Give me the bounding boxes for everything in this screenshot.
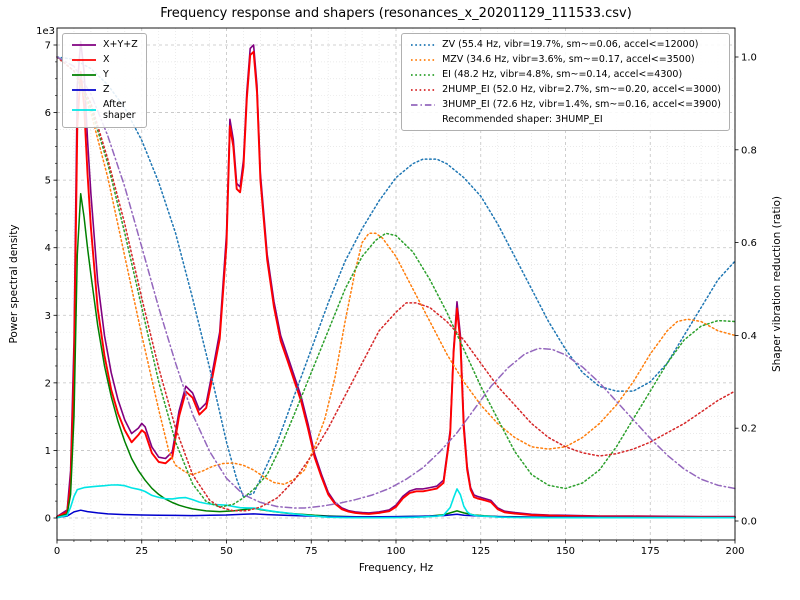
- y-left-tick-label: 2: [45, 378, 51, 389]
- legend-item: ZV (55.4 Hz, vibr=19.7%, sm~=0.06, accel…: [410, 39, 721, 51]
- y-left-tick-label: 4: [45, 243, 51, 254]
- chart-title: Frequency response and shapers (resonanc…: [160, 6, 632, 21]
- y-axis-right-label: Shaper vibration reduction (ratio): [771, 195, 783, 373]
- tick-labels: 0 25 50 75 100 125 150 175 200 0 1 2 3 4 5 6 7 0.0 0.2 0.4 0…: [36, 26, 757, 557]
- x-tick-label: 175: [641, 546, 660, 557]
- legend-line-sample: [72, 44, 96, 46]
- legend-item-label: After shaper: [103, 99, 136, 122]
- y-axis-left-label: Power spectral density: [8, 224, 20, 344]
- x-tick-label: 75: [305, 546, 318, 557]
- legend-item-label: 3HUMP_EI (72.6 Hz, vibr=1.4%, sm~=0.16, …: [442, 99, 721, 111]
- legend-item-label: Y: [103, 69, 109, 81]
- legend-line-sample: [411, 44, 436, 46]
- legend-line-sample: [72, 59, 96, 61]
- x-tick-label: 0: [54, 546, 60, 557]
- legend-line-sample: [72, 89, 96, 91]
- x-tick-label: 25: [135, 546, 148, 557]
- recommended-shaper-note: Recommended shaper: 3HUMP_EI: [410, 114, 721, 125]
- legend-item-label: X: [103, 54, 110, 66]
- legend-line-sample: [72, 74, 96, 76]
- legend-item-label: Z: [103, 84, 110, 96]
- series-ei: [56, 56, 736, 508]
- legend-item: MZV (34.6 Hz, vibr=3.6%, sm~=0.17, accel…: [410, 54, 721, 66]
- x-tick-label: 125: [471, 546, 490, 557]
- legend-item: EI (48.2 Hz, vibr=4.8%, sm~=0.14, accel<…: [410, 69, 721, 81]
- legend-line-sample: [72, 109, 96, 112]
- psd-legend: X+Y+Z X Y Z After shaper: [62, 33, 147, 128]
- legend-note-label: Recommended shaper: 3HUMP_EI: [442, 114, 603, 125]
- legend-item-label: 2HUMP_EI (52.0 Hz, vibr=2.7%, sm~=0.20, …: [442, 84, 721, 96]
- legend-item-label: ZV (55.4 Hz, vibr=19.7%, sm~=0.06, accel…: [442, 39, 699, 51]
- legend-item-label: EI (48.2 Hz, vibr=4.8%, sm~=0.14, accel<…: [442, 69, 683, 81]
- legend-item: Y: [71, 69, 138, 81]
- series-y: [56, 192, 736, 519]
- y-left-tick-label: 0: [45, 514, 51, 525]
- x-tick-label: 200: [725, 546, 744, 557]
- y-left-tick-label: 6: [45, 108, 51, 119]
- series-after-shaper: [56, 484, 736, 519]
- x-tick-label: 50: [220, 546, 233, 557]
- series-2hump-ei: [56, 56, 736, 512]
- legend-item-label: X+Y+Z: [103, 39, 138, 51]
- y-left-tick-label: 7: [45, 41, 51, 52]
- legend-item: X: [71, 54, 138, 66]
- y-left-tick-label: 5: [45, 176, 51, 187]
- legend-item: After shaper: [71, 99, 138, 122]
- y-right-tick-label: 0.0: [741, 517, 757, 528]
- y-left-tick-label: 3: [45, 311, 51, 322]
- legend-item: 3HUMP_EI (72.6 Hz, vibr=1.4%, sm~=0.16, …: [410, 99, 721, 111]
- y-right-tick-label: 0.8: [741, 145, 757, 156]
- y-right-tick-label: 1.0: [741, 53, 757, 64]
- series-x: [56, 50, 736, 519]
- y-left-multiplier-label: 1e3: [36, 26, 55, 37]
- series-zv: [56, 56, 736, 498]
- y-left-tick-label: 1: [45, 446, 51, 457]
- legend-line-sample: [411, 74, 436, 76]
- series-group: [56, 40, 736, 519]
- legend-item-label: MZV (34.6 Hz, vibr=3.6%, sm~=0.17, accel…: [442, 54, 695, 66]
- legend-item: Z: [71, 84, 138, 96]
- shaper-legend: ZV (55.4 Hz, vibr=19.7%, sm~=0.06, accel…: [401, 33, 730, 132]
- legend-line-sample: [411, 59, 436, 61]
- y-right-tick-label: 0.2: [741, 424, 757, 435]
- y-right-tick-label: 0.4: [741, 331, 757, 342]
- series-3hump-ei: [56, 56, 736, 509]
- x-axis-label: Frequency, Hz: [358, 562, 434, 574]
- legend-item: 2HUMP_EI (52.0 Hz, vibr=2.7%, sm~=0.20, …: [410, 84, 721, 96]
- x-tick-label: 150: [556, 546, 575, 557]
- legend-line-sample: [411, 104, 436, 106]
- y-right-tick-label: 0.6: [741, 238, 757, 249]
- legend-item: X+Y+Z: [71, 39, 138, 51]
- legend-line-sample: [411, 89, 436, 91]
- x-tick-label: 100: [386, 546, 405, 557]
